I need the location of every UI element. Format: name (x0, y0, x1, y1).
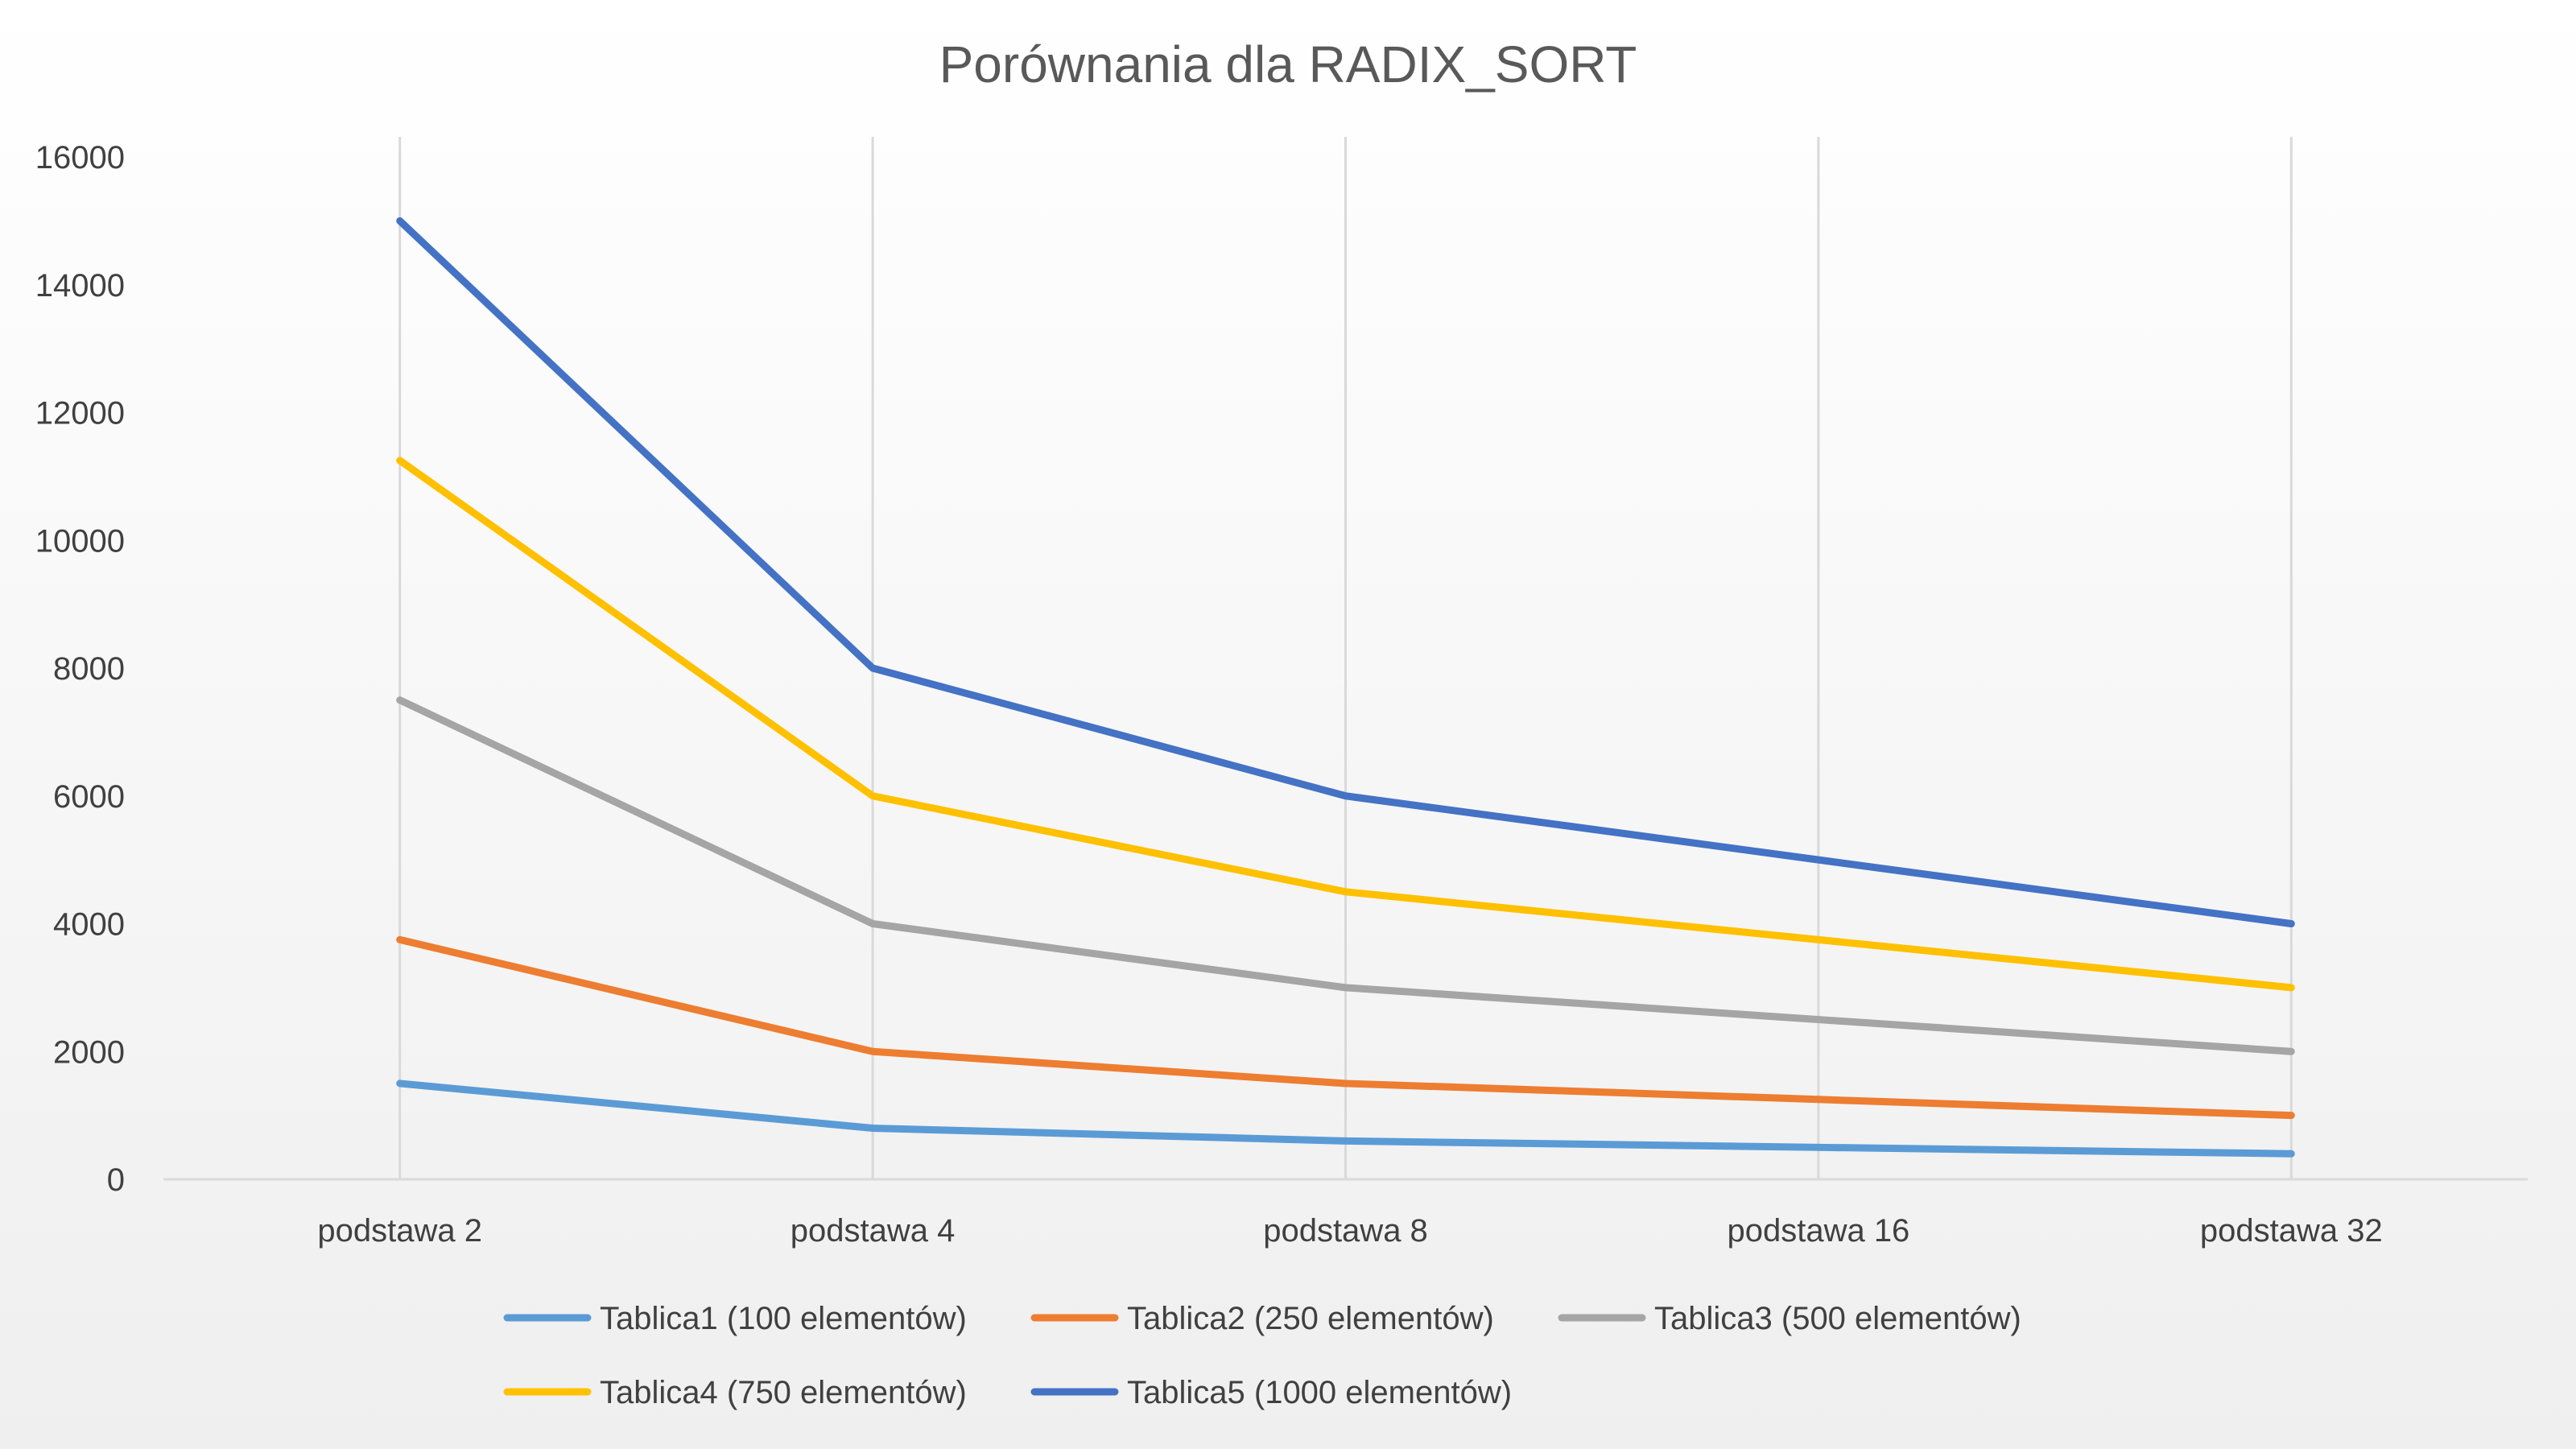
series-line-3 (396, 696, 2295, 1055)
legend: Tablica1 (100 elementów) Tablica2 (250 el… (503, 1301, 2021, 1410)
legend-label: Tablica2 (250 elementów) (1127, 1301, 1494, 1336)
series-lines (396, 217, 2295, 1158)
series-line-5 (396, 217, 2295, 927)
series-line-4 (396, 456, 2295, 992)
y-tick-label: 14000 (35, 268, 125, 303)
legend-label: Tablica5 (1000 elementów) (1127, 1375, 1512, 1410)
x-tick-label: podstawa 4 (791, 1213, 956, 1249)
legend-label: Tablica1 (100 elementów) (600, 1301, 967, 1336)
y-tick-label: 8000 (53, 651, 125, 687)
axes: 0 2000 4000 6000 8000 10000 12000 14000 16000 pod… (35, 140, 2528, 1249)
chart-title: Porównania dla RADIX_SORT (939, 35, 1637, 93)
gridlines (398, 137, 2293, 1179)
x-tick-label: podstawa 2 (317, 1213, 482, 1249)
legend-label: Tablica4 (750 elementów) (600, 1375, 967, 1410)
y-tick-label: 2000 (53, 1034, 125, 1070)
legend-item: Tablica3 (500 elementów) (1558, 1301, 2021, 1336)
legend-item: Tablica4 (750 elementów) (503, 1375, 967, 1410)
y-tick-label: 0 (107, 1162, 125, 1198)
y-tick-label: 12000 (35, 396, 125, 431)
legend-item: Tablica2 (250 elementów) (1030, 1301, 1494, 1336)
legend-item: Tablica1 (100 elementów) (503, 1301, 967, 1336)
legend-label: Tablica3 (500 elementów) (1654, 1301, 2021, 1336)
y-tick-label: 6000 (53, 779, 125, 815)
y-tick-label: 4000 (53, 907, 125, 943)
x-tick-label: podstawa 32 (2200, 1213, 2383, 1249)
y-tick-label: 10000 (35, 523, 125, 559)
y-tick-label: 16000 (35, 140, 125, 175)
x-tick-label: podstawa 8 (1263, 1213, 1428, 1249)
x-tick-label: podstawa 16 (1727, 1213, 1909, 1249)
legend-item: Tablica5 (1000 elementów) (1030, 1375, 1512, 1410)
series-line-1 (396, 1079, 2295, 1158)
series-line-2 (396, 935, 2295, 1120)
